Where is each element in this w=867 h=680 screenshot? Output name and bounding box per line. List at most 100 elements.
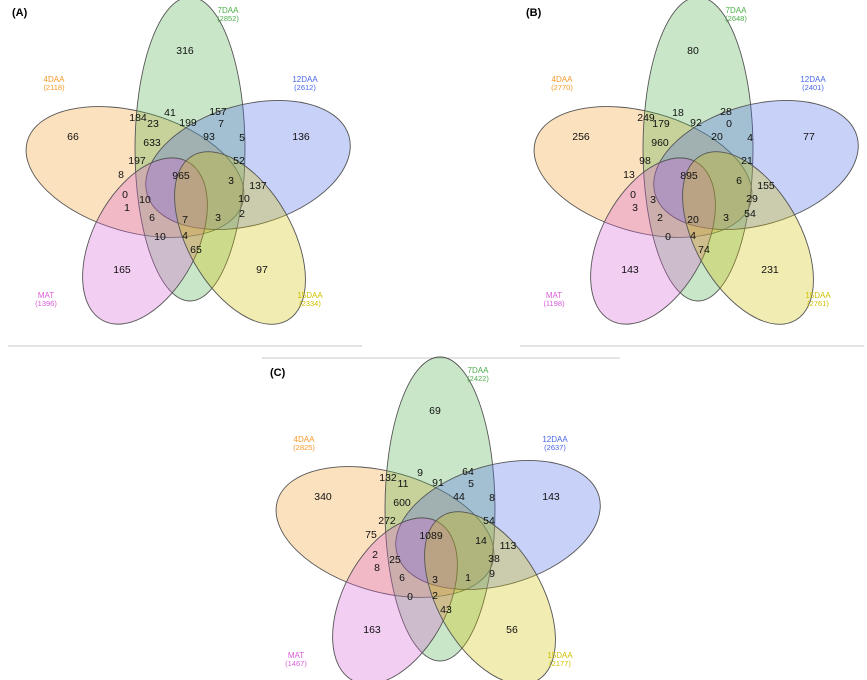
region-count: 8	[118, 169, 124, 181]
region-count: 28	[720, 106, 732, 118]
set-name-label: 4DAA	[44, 75, 66, 84]
set-name-label: 12DAA	[292, 75, 318, 84]
set-ellipse-15daa	[174, 151, 306, 325]
region-count: 20	[711, 131, 723, 143]
region-count: 13	[623, 169, 635, 181]
region-count: 184	[129, 112, 147, 124]
region-count: 113	[500, 540, 517, 552]
region-count: 1	[465, 572, 471, 584]
region-count: 9	[417, 467, 423, 479]
set-count-label: (2177)	[549, 659, 571, 668]
region-count: 6	[736, 175, 742, 187]
region-count: 0	[630, 189, 636, 201]
region-count: 77	[803, 131, 815, 143]
region-count: 316	[176, 45, 194, 57]
region-count: 54	[483, 515, 495, 527]
region-count: 0	[665, 231, 671, 243]
set-ellipse-mat	[332, 517, 458, 680]
region-count: 4	[690, 230, 696, 242]
region-count: 3	[723, 212, 729, 224]
region-count: 3	[432, 574, 438, 586]
region-count: 6	[149, 212, 155, 224]
region-count: 895	[680, 170, 698, 182]
set-count-label: (2825)	[293, 443, 315, 452]
region-count: 143	[542, 491, 560, 503]
region-count: 155	[757, 180, 775, 192]
region-count: 0	[726, 118, 732, 130]
region-count: 960	[651, 137, 669, 149]
region-count: 97	[256, 264, 268, 276]
region-count: 8	[489, 492, 495, 504]
region-count: 10	[154, 231, 166, 243]
region-count: 197	[128, 155, 146, 167]
set-count-label: (2770)	[551, 83, 573, 92]
region-count: 249	[637, 112, 655, 124]
set-ellipse-7daa	[384, 356, 496, 662]
set-count-label: (2612)	[294, 83, 316, 92]
region-count: 20	[687, 214, 699, 226]
region-count: 91	[432, 477, 444, 489]
region-count: 136	[292, 131, 310, 143]
region-count: 3	[632, 202, 638, 214]
region-count: 7	[218, 118, 224, 130]
venn-panel-0: 7DAA(2852) 4DAA(2118) 12DAA(2612) MAT(1396)…	[25, 0, 351, 325]
region-count: 8	[374, 562, 380, 574]
set-ellipse-4daa	[275, 466, 495, 598]
region-count: 29	[746, 193, 758, 205]
region-count: 38	[488, 553, 500, 565]
set-name-label: 15DAA	[297, 291, 323, 300]
region-count: 163	[363, 624, 381, 636]
region-count: 256	[572, 131, 590, 143]
region-count: 43	[440, 604, 452, 616]
set-name-label: 7DAA	[726, 6, 748, 15]
set-count-label: (2118)	[43, 83, 65, 92]
set-ellipse-4daa	[25, 106, 245, 238]
set-ellipse-mat	[590, 157, 716, 325]
set-name-label: 12DAA	[800, 75, 826, 84]
region-count: 3	[228, 175, 234, 187]
region-count: 2	[657, 212, 663, 224]
set-name-label: 4DAA	[552, 75, 574, 84]
set-ellipse-7daa	[642, 0, 754, 302]
region-count: 66	[67, 131, 79, 143]
region-count: 3	[650, 194, 656, 206]
region-count: 2	[239, 208, 245, 220]
region-count: 157	[209, 106, 227, 118]
region-count: 9	[489, 568, 495, 580]
region-count: 0	[122, 189, 128, 201]
set-ellipse-mat	[82, 157, 208, 325]
venn-panel-2: 7DAA(2422) 4DAA(2825) 12DAA(2637) MAT(1467)…	[275, 356, 601, 680]
region-count: 5	[239, 132, 245, 144]
region-count: 3	[215, 212, 221, 224]
region-count: 56	[506, 624, 518, 636]
set-name-label: MAT	[38, 291, 54, 300]
region-count: 21	[741, 155, 753, 167]
region-count: 65	[190, 244, 202, 256]
set-ellipse-12daa	[395, 460, 601, 590]
region-count: 14	[475, 535, 487, 547]
region-count: 7	[182, 214, 188, 226]
region-count: 143	[621, 264, 639, 276]
region-count: 41	[164, 107, 176, 119]
set-count-label: (2334)	[299, 299, 321, 308]
region-count: 231	[761, 264, 779, 276]
region-count: 179	[652, 118, 670, 130]
region-count: 69	[429, 405, 441, 417]
panel-label: (A)	[12, 7, 28, 19]
region-count: 272	[378, 515, 396, 527]
set-name-label: 4DAA	[294, 435, 316, 444]
region-count: 25	[389, 554, 401, 566]
set-count-label: (1198)	[543, 299, 565, 308]
region-count: 2	[432, 590, 438, 602]
panel-label: (C)	[270, 367, 286, 379]
set-ellipse-12daa	[145, 100, 351, 230]
region-count: 23	[147, 118, 159, 130]
set-count-label: (1467)	[285, 659, 307, 668]
region-count: 132	[379, 472, 397, 484]
region-count: 137	[249, 180, 267, 192]
region-count: 64	[462, 466, 474, 478]
set-count-label: (2422)	[467, 374, 489, 383]
set-count-label: (2648)	[725, 14, 747, 23]
set-name-label: 12DAA	[542, 435, 568, 444]
